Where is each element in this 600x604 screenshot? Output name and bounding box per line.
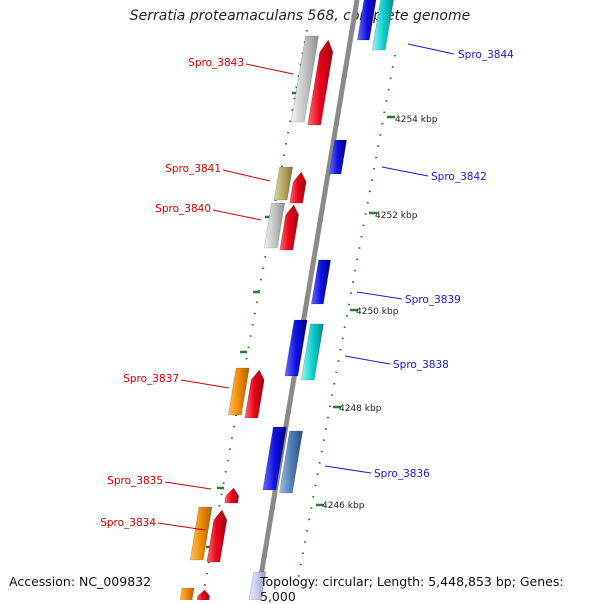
gene-spro-3844-blue[interactable] [356,0,377,41]
gene-label-spro-3836[interactable]: Spro_3836 [374,468,430,480]
gene-bottom-lavender[interactable] [248,571,267,600]
gene-label-spro-3842[interactable]: Spro_3842 [431,171,487,183]
leader-line [344,355,391,365]
gene-label-spro-3843[interactable]: Spro_3843 [188,57,244,69]
gene-spro-3839[interactable] [310,259,332,305]
gene-bottom-orange[interactable] [179,587,195,600]
gene-spro-3843-grey[interactable] [290,35,319,123]
gene-label-spro-3841[interactable]: Spro_3841 [165,163,221,175]
label-leader-lines [157,43,455,531]
leader-line [164,481,212,490]
gene-label-spro-3839[interactable]: Spro_3839 [405,294,461,306]
gene-spro-3840-grey[interactable] [263,202,286,249]
gene-spro-3841-red[interactable] [289,171,307,204]
gene-spro-3837-orange[interactable] [227,367,250,416]
gene-spro-3840-red[interactable] [279,204,299,251]
scale-label-4254: 4254 kbp [395,115,438,125]
scale-label-4248: 4248 kbp [339,404,382,414]
gene-spro-3835[interactable] [224,487,240,504]
leader-line [356,291,403,300]
gene-label-spro-3838[interactable]: Spro_3838 [393,359,449,371]
gene-spro-3836-blue[interactable] [262,426,287,491]
leader-line [245,63,294,75]
leader-line [212,209,262,221]
gene-label-spro-3840[interactable]: Spro_3840 [155,203,211,215]
gene-label-spro-3834[interactable]: Spro_3834 [100,517,156,529]
leader-line [180,379,230,389]
gene-label-spro-3835[interactable]: Spro_3835 [107,475,163,487]
gene-spro-3843-red[interactable] [307,39,334,126]
gene-label-spro-3837[interactable]: Spro_3837 [123,373,179,385]
gene-spro-3838-cyan[interactable] [300,323,324,381]
genome-backbone [254,0,360,600]
gene-spro-3842[interactable] [328,139,348,175]
left-track-line [202,29,308,596]
gene-spro-3844-cyan[interactable] [371,0,394,51]
gene-label-spro-3844[interactable]: Spro_3844 [458,49,514,61]
gene-spro-3837-red[interactable] [244,369,265,419]
scale-label-4252: 4252 kbp [375,211,418,221]
gene-features [179,0,394,600]
scale-label-4250: 4250 kbp [356,307,399,317]
leader-line [157,522,206,531]
leader-line [222,169,271,182]
gene-spro-3836-steel[interactable] [278,430,304,494]
gene-spro-3841-olive[interactable] [273,166,294,201]
gene-spro-3838-blue[interactable] [284,319,308,377]
gene-bottom-red[interactable] [196,589,210,600]
scale-label-4246: 4246 kbp [322,501,365,511]
leader-line [324,465,372,474]
gene-spro-3834-orange[interactable] [189,506,213,561]
gene-spro-3834-red[interactable] [206,509,228,563]
leader-line [407,43,455,55]
leader-line [381,166,429,177]
accession-text: Accession: NC_009832 [9,574,152,589]
